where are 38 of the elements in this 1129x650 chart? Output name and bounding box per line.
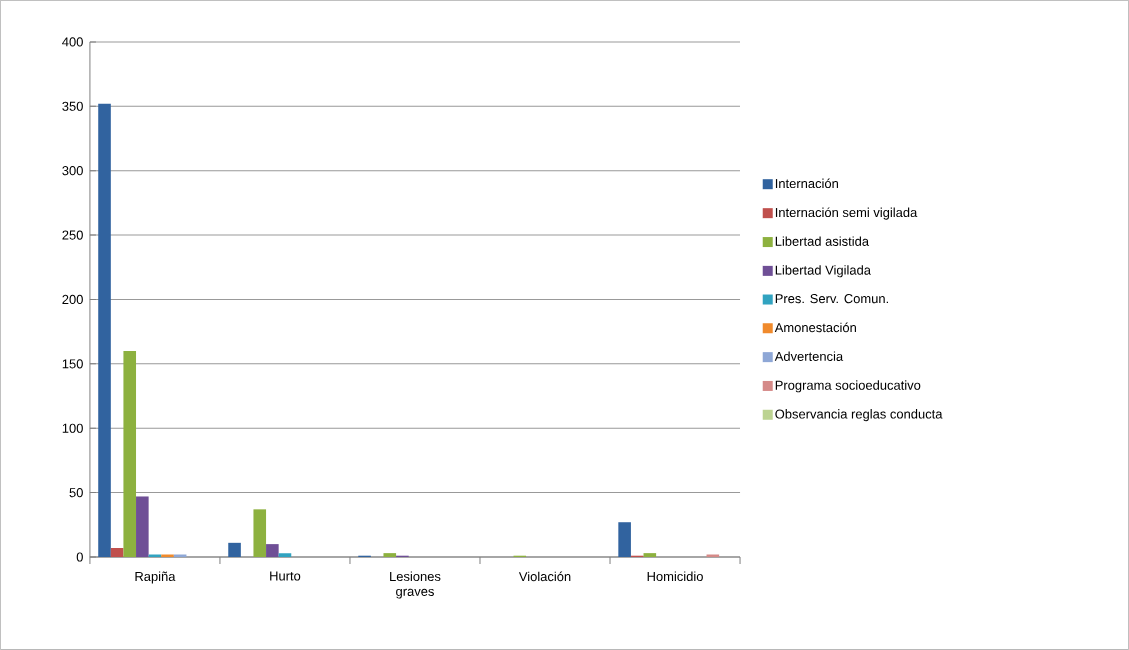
bar [228, 542, 241, 558]
bar [148, 554, 162, 558]
legend-label: Amonestación [774, 322, 856, 333]
bar [278, 553, 292, 558]
legend-label: Libertad asistida [775, 236, 870, 246]
y-tick-label: 350 [62, 101, 83, 111]
legend-label: Internación semi vigilada [775, 207, 918, 220]
bar [173, 554, 187, 558]
x-tick-label: Homicidio [647, 571, 703, 582]
x-tick-label: Hurto [270, 571, 301, 581]
y-tick-label: 100 [62, 423, 83, 433]
bar [136, 496, 149, 558]
x-tick-label: Rapiña [135, 571, 176, 584]
bar [643, 553, 657, 558]
legend-label: Pres. Serv. Comun. [775, 294, 888, 304]
y-tick-label: 50 [69, 488, 83, 498]
bar [706, 554, 720, 558]
bar [123, 351, 137, 558]
bar [253, 509, 267, 558]
y-tick-label: 150 [62, 359, 83, 369]
y-tick-label: 200 [62, 294, 83, 305]
x-tick-label: Lesiones graves [390, 571, 441, 599]
legend-label: Libertad Vigilada [775, 265, 871, 278]
legend-label: Internación [775, 178, 838, 189]
y-tick-label: 0 [76, 552, 83, 562]
legend-label: Programa socioeducativo [775, 380, 921, 393]
bar [98, 103, 111, 558]
bar [618, 522, 631, 558]
bar [266, 544, 279, 558]
bar [161, 554, 174, 558]
bar [383, 553, 397, 558]
bar [110, 548, 124, 558]
y-tick-label: 300 [62, 166, 83, 176]
legend-label: Advertencia [774, 351, 844, 362]
legend-label: Observancia reglas conducta [775, 409, 943, 422]
y-tick-label: 250 [62, 230, 83, 240]
x-tick-label: Violación [518, 571, 571, 582]
y-tick-label: 400 [62, 37, 83, 47]
